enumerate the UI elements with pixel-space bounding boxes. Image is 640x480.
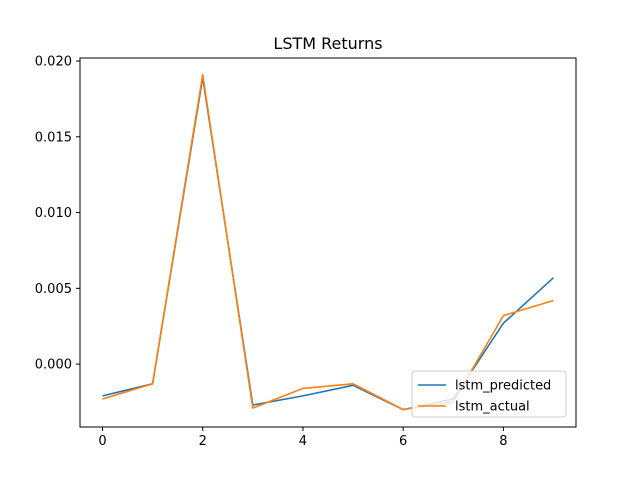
series-line-lstm-actual	[102, 73, 554, 411]
chart-title: LSTM Returns	[273, 34, 382, 53]
legend-box	[411, 370, 567, 418]
x-tick-label: 0	[98, 434, 106, 449]
y-tick-label: 0.000	[35, 358, 72, 373]
x-tick-label: 4	[299, 434, 307, 449]
x-tick-label: 6	[399, 434, 407, 449]
y-axis: 0.000 0.005 0.010 0.015 0.020	[35, 55, 80, 373]
plot-frame	[79, 57, 577, 428]
x-tick-label: 8	[499, 434, 507, 449]
y-tick-label: 0.015	[35, 130, 72, 145]
x-axis: 0 2 4 6 8	[98, 427, 507, 449]
series-layer	[102, 73, 555, 411]
y-tick-label: 0.020	[35, 55, 72, 70]
legend-label: lstm_actual	[455, 400, 530, 415]
plot-area	[79, 57, 577, 428]
y-tick-label: 0.010	[35, 206, 72, 221]
x-tick-label: 2	[199, 434, 207, 449]
y-tick-label: 0.005	[35, 282, 72, 297]
legend-label: lstm_predicted	[455, 379, 551, 394]
legend: lstm_predicted lstm_actual	[411, 370, 567, 418]
